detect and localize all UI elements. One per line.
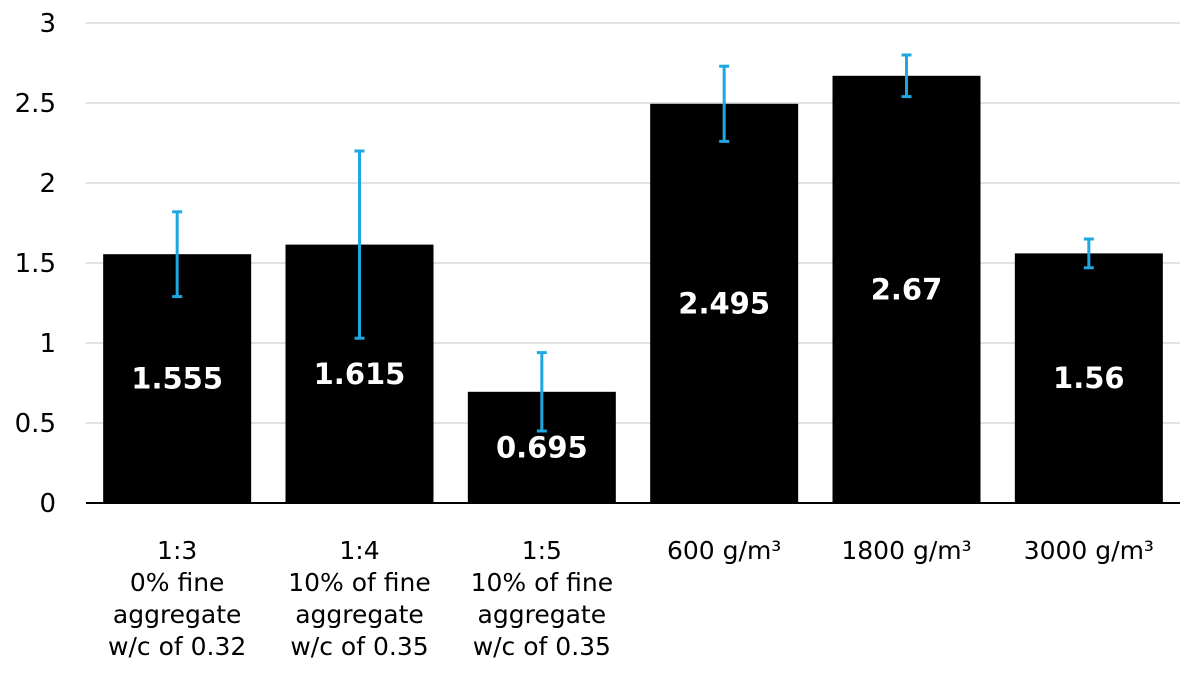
x-tick-label-line: 10% of fine <box>288 568 431 597</box>
x-tick-label-line: 0% fine <box>130 568 225 597</box>
bar <box>1014 253 1163 503</box>
gridlines <box>86 22 1180 424</box>
error-bar <box>172 210 183 299</box>
data-label: 0.695 <box>496 430 588 464</box>
data-label: 2.495 <box>678 286 770 320</box>
bar <box>650 103 799 504</box>
x-tick-label: 1800 g/m³ <box>841 536 971 565</box>
x-tick-label-line: w/c of 0.32 <box>108 632 246 661</box>
bar <box>832 75 981 504</box>
x-tick-label-line: 600 g/m³ <box>667 536 781 565</box>
x-axis-tick-labels: 1:3 0% fine aggregate w/c of 0.32 1:4 10% of … <box>108 536 1154 661</box>
y-tick-label: 2 <box>39 169 56 199</box>
error-bar <box>901 53 912 99</box>
x-tick-label-line: 3000 g/m³ <box>1024 536 1154 565</box>
x-tick-label-line: w/c of 0.35 <box>473 632 611 661</box>
data-label: 1.56 <box>1053 361 1125 395</box>
x-tick-label: 600 g/m³ <box>667 536 781 565</box>
y-tick-label: 3 <box>39 9 56 39</box>
x-tick-label-line: 1:4 <box>339 536 379 565</box>
x-tick-label: 1:3 0% fine aggregate w/c of 0.32 <box>108 536 246 661</box>
data-label: 1.615 <box>314 357 406 391</box>
data-label: 1.555 <box>131 362 223 396</box>
x-tick-label-line: aggregate <box>113 600 242 629</box>
x-tick-label-line: aggregate <box>478 600 607 629</box>
x-tick-label-line: 1:3 <box>157 536 197 565</box>
error-bars <box>172 53 1094 433</box>
data-labels: 1.555 1.615 0.695 2.495 2.67 1.56 <box>131 272 1124 464</box>
data-label: 2.67 <box>871 272 943 306</box>
x-tick-label-line: 10% of fine <box>471 568 614 597</box>
error-bar <box>719 64 730 143</box>
x-tick-label: 1:4 10% of fine aggregate w/c of 0.35 <box>288 536 431 661</box>
error-bar <box>536 351 547 433</box>
y-tick-label: 1 <box>39 329 56 359</box>
y-tick-label: 0.5 <box>15 409 56 439</box>
x-tick-label-line: aggregate <box>295 600 424 629</box>
x-tick-label: 1:5 10% of fine aggregate w/c of 0.35 <box>471 536 614 661</box>
y-tick-label: 0 <box>39 489 56 519</box>
y-tick-label: 2.5 <box>15 89 56 119</box>
x-tick-label: 3000 g/m³ <box>1024 536 1154 565</box>
bars <box>103 75 1163 504</box>
y-tick-label: 1.5 <box>15 249 56 279</box>
y-axis-tick-labels: 0 0.5 1 1.5 2 2.5 3 <box>15 9 56 519</box>
error-bar <box>1083 237 1094 270</box>
x-tick-label-line: 1800 g/m³ <box>841 536 971 565</box>
x-tick-label-line: 1:5 <box>522 536 562 565</box>
x-tick-label-line: w/c of 0.35 <box>290 632 428 661</box>
error-bar <box>354 149 365 340</box>
